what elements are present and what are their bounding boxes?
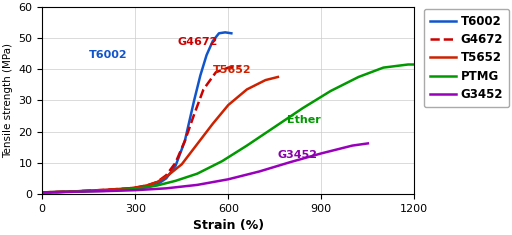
X-axis label: Strain (%): Strain (%) xyxy=(193,219,264,232)
Text: Ether: Ether xyxy=(287,115,321,125)
Text: T5652: T5652 xyxy=(213,65,251,75)
Text: T6002: T6002 xyxy=(89,50,127,60)
Text: G3452: G3452 xyxy=(278,150,318,160)
Legend: T6002, G4672, T5652, PTMG, G3452: T6002, G4672, T5652, PTMG, G3452 xyxy=(424,9,509,107)
Y-axis label: Tensile strength (MPa): Tensile strength (MPa) xyxy=(3,43,13,158)
Text: G4672: G4672 xyxy=(177,37,218,47)
